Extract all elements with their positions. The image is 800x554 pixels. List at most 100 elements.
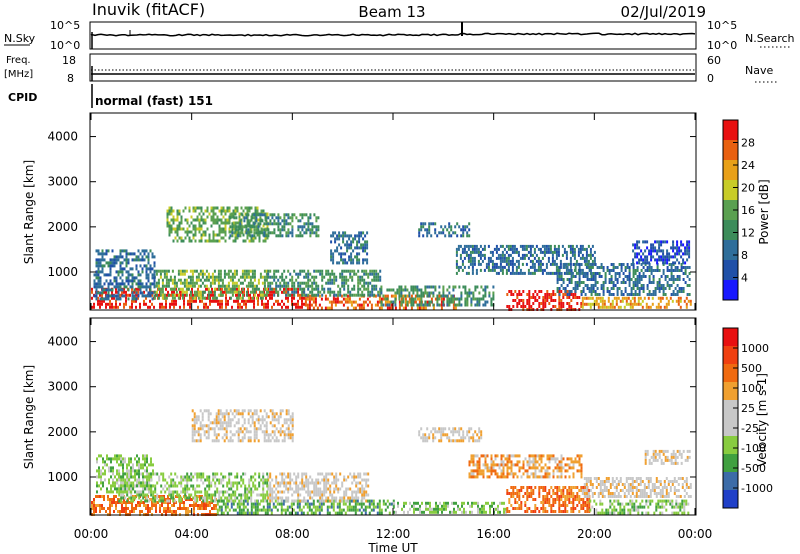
power-cell <box>688 249 691 253</box>
power-cell <box>613 305 616 309</box>
power-cell <box>338 243 341 247</box>
power-cell <box>236 221 239 225</box>
power-cell <box>107 273 110 277</box>
velocity-cell <box>147 507 149 510</box>
power-cell <box>442 231 445 235</box>
velocity-cell <box>441 507 443 511</box>
power-cell <box>141 270 144 274</box>
velocity-cell <box>313 493 316 497</box>
velocity-cell <box>329 490 332 494</box>
power-cell <box>187 281 190 285</box>
power-cell <box>418 228 421 232</box>
velocity-cell <box>220 505 223 509</box>
power-cell <box>426 291 429 295</box>
velocity-cell <box>305 490 308 494</box>
velocity-cell <box>647 499 650 503</box>
power-cell <box>600 287 603 290</box>
power-cell <box>467 244 470 248</box>
power-cell <box>632 249 635 253</box>
power-cell <box>564 293 567 296</box>
power-cell <box>633 299 636 303</box>
power-cell <box>123 249 126 253</box>
power-cell <box>362 249 365 253</box>
velocity-cell <box>305 484 308 488</box>
power-cell <box>99 285 102 289</box>
power-cell <box>330 249 333 253</box>
velocity-cell <box>291 487 294 491</box>
power-cell <box>293 290 296 294</box>
velocity-cell <box>570 510 573 513</box>
velocity-cell <box>281 481 284 485</box>
velocity-cell <box>365 484 368 488</box>
power-cell <box>303 281 306 285</box>
power-cell <box>639 296 642 300</box>
power-cell <box>141 255 144 259</box>
power-cell <box>478 291 481 295</box>
power-cell <box>414 294 417 298</box>
velocity-cell <box>215 507 217 510</box>
power-cell <box>305 284 308 288</box>
power-cell <box>543 268 546 272</box>
power-cell <box>544 299 547 302</box>
power-cell <box>203 272 206 276</box>
power-cell <box>678 246 681 250</box>
velocity-cell <box>327 472 330 476</box>
power-cell <box>219 272 222 276</box>
power-cell <box>327 272 330 276</box>
power-cell <box>165 269 168 273</box>
power-cell <box>285 296 287 300</box>
power-cell <box>263 222 266 226</box>
velocity-cell <box>325 478 328 482</box>
power-cell <box>178 221 181 225</box>
velocity-cell <box>236 511 239 515</box>
power-cell <box>612 284 615 287</box>
velocity-cell <box>526 489 529 492</box>
power-cell <box>265 219 268 223</box>
power-cell <box>414 300 417 304</box>
velocity-cell <box>230 502 233 506</box>
velocity-cell <box>647 505 650 509</box>
velocity-cell <box>171 510 173 513</box>
power-cell <box>558 266 561 269</box>
power-cell <box>589 247 592 251</box>
power-cell <box>528 305 531 308</box>
power-cell <box>607 299 610 303</box>
power-cell <box>198 224 201 228</box>
power-cell <box>93 294 96 298</box>
power-cell <box>340 300 343 304</box>
power-cell <box>315 231 318 235</box>
power-cell <box>131 299 133 303</box>
y-tick-label: 4000 <box>47 130 78 144</box>
nave-label: Nave <box>745 64 773 77</box>
power-cell <box>259 296 262 300</box>
velocity-cell <box>312 499 315 503</box>
power-cell <box>269 296 271 300</box>
velocity-cell <box>117 501 119 504</box>
velocity-cell <box>629 502 632 506</box>
power-cell <box>301 269 304 273</box>
power-cell <box>455 271 458 275</box>
power-cell <box>467 271 470 275</box>
power-cell <box>513 244 516 248</box>
velocity-cell <box>309 481 312 485</box>
velocity-cell <box>506 489 509 492</box>
velocity-cell <box>582 486 585 489</box>
power-cell <box>422 294 425 298</box>
power-cell <box>153 264 156 268</box>
power-cell <box>632 284 635 287</box>
velocity-cell <box>679 502 682 506</box>
velocity-cell <box>163 510 165 513</box>
power-cell <box>686 243 689 247</box>
power-colorbar-cell <box>723 260 738 280</box>
power-cell <box>366 240 369 244</box>
power-cell <box>512 305 515 308</box>
power-cell <box>634 269 637 272</box>
power-cell <box>618 287 621 290</box>
velocity-cell <box>589 508 592 512</box>
velocity-cell <box>275 487 278 491</box>
power-cell <box>299 269 302 273</box>
power-cell <box>95 270 98 274</box>
velocity-cell <box>305 478 308 482</box>
velocity-cell <box>657 505 660 509</box>
power-cell <box>99 299 101 303</box>
